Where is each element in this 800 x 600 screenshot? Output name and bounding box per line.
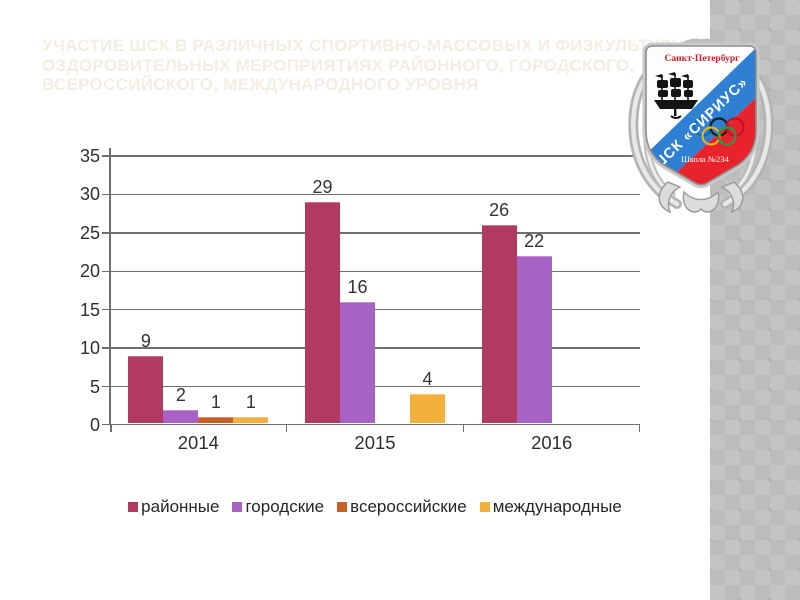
- y-tick: [102, 232, 110, 234]
- plot-area: районные городские всероссийские международ…: [102, 148, 640, 516]
- slide-title-line-2: ОЗДОРОВИТЕЛЬНЫХ МЕРОПРИЯТИЯХ РАЙОННОГО, …: [42, 55, 635, 75]
- bar-city-2014: [163, 409, 199, 423]
- emblem-school-label: Школа №234: [681, 154, 729, 164]
- legend-swatch-international: [479, 502, 490, 512]
- value-label-all-russian-2014: 1: [210, 392, 221, 413]
- legend-label-all-russian: всероссийские: [350, 497, 467, 516]
- y-tick-label: 0: [89, 415, 100, 435]
- x-tick: [462, 425, 465, 432]
- legend-item-district: районные: [128, 497, 219, 517]
- bar-district-2015: [304, 202, 340, 423]
- emblem-city-label: Санкт-Петербург: [665, 53, 741, 64]
- x-tick: [638, 425, 640, 432]
- gridline: [110, 155, 640, 157]
- gridline: [110, 385, 640, 388]
- bar-all-russian-2014: [198, 417, 234, 423]
- value-label-district-2014: 9: [140, 330, 151, 351]
- y-tick-label: 15: [79, 299, 100, 320]
- category-group-2015: 29 16 4 2015: [287, 156, 464, 453]
- gridline: [110, 347, 640, 349]
- gridline: [110, 193, 640, 196]
- value-label-district-2015: 29: [312, 177, 333, 198]
- y-tick-label: 25: [79, 222, 100, 243]
- x-axis-line: [110, 423, 640, 425]
- y-tick-label: 20: [79, 261, 100, 282]
- x-tick-label-2015: 2015: [354, 432, 396, 453]
- slide-title-line-1: УЧАСТИЕ ШСК В РАЗЛИЧНЫХ СПОРТИВНО-МАССОВ…: [42, 36, 704, 55]
- legend-item-all-russian: всероссийские: [337, 497, 467, 517]
- value-label-city-2015: 16: [347, 277, 368, 298]
- shield-icon: Санкт-Петербург ШСК «СИРИУС» Школа №234: [642, 42, 760, 189]
- value-label-international-2014: 1: [245, 392, 256, 413]
- x-tick-label-2016: 2016: [531, 432, 573, 453]
- blue-band: [646, 46, 756, 185]
- legend-swatch-district: [128, 502, 139, 512]
- x-tick: [110, 425, 112, 432]
- legend-label-district: районные: [141, 497, 220, 516]
- bar-district-2016: [481, 225, 517, 423]
- slide-title: УЧАСТИЕ ШСК В РАЗЛИЧНЫХ СПОРТИВНО-МАССОВ…: [42, 36, 703, 95]
- y-tick-label: 30: [79, 184, 100, 205]
- x-tick: [285, 425, 288, 432]
- value-label-city-2014: 2: [175, 384, 186, 405]
- y-axis-labels: 0 5 10 15 20 25 30 35: [56, 146, 100, 435]
- legend-item-city: городские: [232, 497, 324, 517]
- y-tick: [102, 193, 110, 196]
- y-tick: [102, 308, 110, 311]
- y-tick-label: 35: [79, 146, 100, 166]
- value-label-international-2015: 4: [422, 369, 433, 390]
- gridline: [110, 270, 640, 273]
- y-tick-label: 5: [89, 376, 100, 397]
- y-tick: [102, 347, 110, 349]
- legend-label-international: международные: [492, 497, 622, 516]
- bar-city-2016: [516, 255, 552, 423]
- chart-legend: районные городские всероссийские международ…: [110, 497, 640, 517]
- legend-swatch-city: [232, 502, 243, 512]
- slide-title-line-3: ВСЕРОССИЙСКОГО, МЕЖДУНАРОДНОГО УРОВНЯ: [42, 75, 479, 94]
- x-tick-label-2014: 2014: [177, 432, 219, 453]
- bar-city-2015: [339, 302, 375, 423]
- wreath-ribbon-icon: [658, 181, 744, 214]
- y-axis-line: [109, 148, 111, 425]
- ship-icon: [654, 72, 698, 119]
- y-tick: [102, 270, 110, 273]
- bar-international-2015: [409, 394, 445, 423]
- bar-international-2014: [233, 417, 269, 423]
- school-club-emblem: Санкт-Петербург ШСК «СИРИУС» Школа №234: [628, 38, 774, 214]
- bar-district-2014: [128, 355, 164, 423]
- legend-label-city: городские: [245, 497, 325, 516]
- value-label-city-2016: 22: [524, 230, 545, 251]
- y-tick: [102, 423, 110, 425]
- legend-item-international: международные: [479, 497, 622, 517]
- y-tick: [102, 385, 110, 388]
- gridline: [110, 232, 640, 234]
- legend-swatch-all-russian: [337, 502, 348, 512]
- y-tick: [102, 155, 110, 157]
- gridline: [110, 308, 640, 311]
- category-group-2014: 9 2 1 1 2014: [110, 156, 287, 453]
- y-tick-label: 10: [79, 338, 100, 359]
- category-group-2016: 26 22 2016: [463, 156, 640, 453]
- olympic-rings-icon: [693, 117, 745, 146]
- value-label-district-2016: 26: [489, 200, 510, 221]
